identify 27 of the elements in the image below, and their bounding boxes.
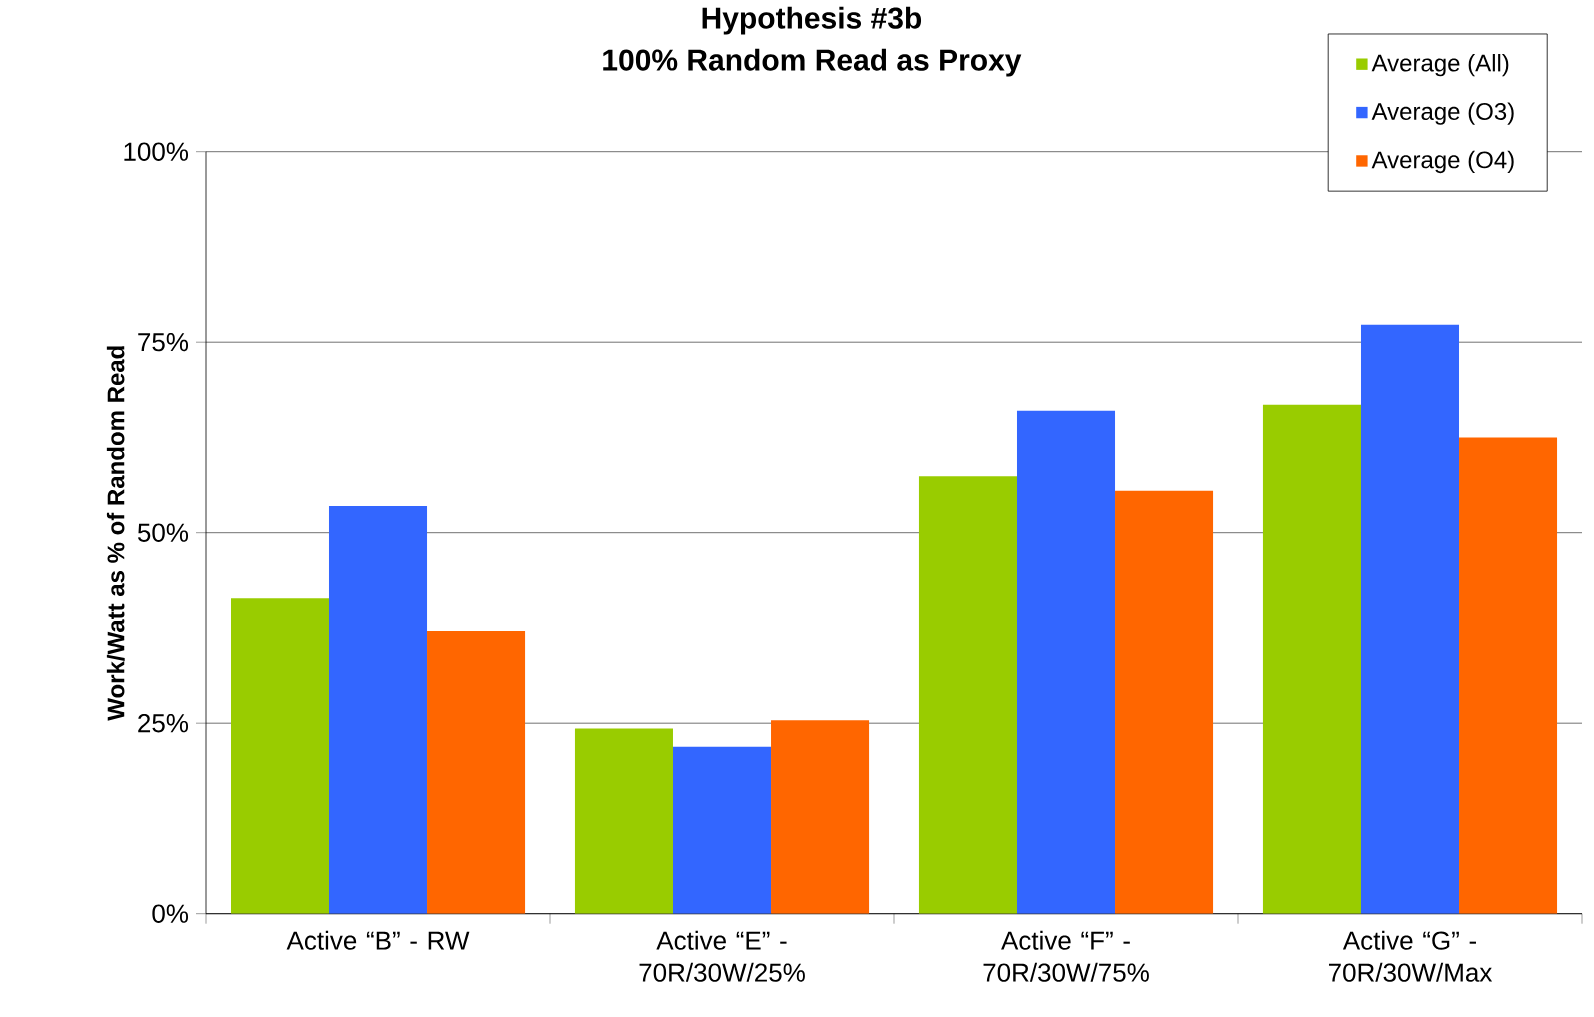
x-tick-label: Active “F” - 70R/30W/75%	[983, 930, 1149, 982]
legend-label: Average (All)	[1371, 54, 1509, 77]
y-tick-label: 100%	[124, 142, 189, 162]
chart-title: Hypothesis #3b	[702, 6, 922, 35]
bar	[1459, 437, 1558, 914]
x-tick-label: Active “B” - RW	[286, 930, 470, 950]
x-tick-label: Active “G” - 70R/30W/Max	[1328, 930, 1493, 982]
y-axis-title: Work/Watt as % of Random Read	[106, 346, 125, 721]
legend-label: Average (O4)	[1371, 150, 1514, 174]
bar	[1016, 410, 1116, 914]
bar	[1360, 324, 1460, 914]
bar	[1262, 404, 1361, 914]
y-tick-label: 0%	[152, 904, 189, 924]
chart-subtitle: 100% Random Read as Proxy	[603, 48, 1022, 77]
y-tick-label: 50%	[137, 523, 189, 543]
x-tick-label: Active “E” - 70R/30W/25%	[639, 930, 805, 982]
bar	[918, 476, 1017, 914]
legend-label: Average (O3)	[1371, 102, 1514, 125]
bar	[574, 728, 673, 914]
bar	[328, 506, 428, 914]
y-tick-label: 25%	[138, 714, 189, 733]
bar	[771, 720, 870, 914]
bar	[427, 631, 526, 914]
bar	[1115, 490, 1214, 914]
bar	[230, 598, 329, 914]
y-tick-label: 75%	[138, 333, 189, 352]
bar	[672, 746, 772, 914]
